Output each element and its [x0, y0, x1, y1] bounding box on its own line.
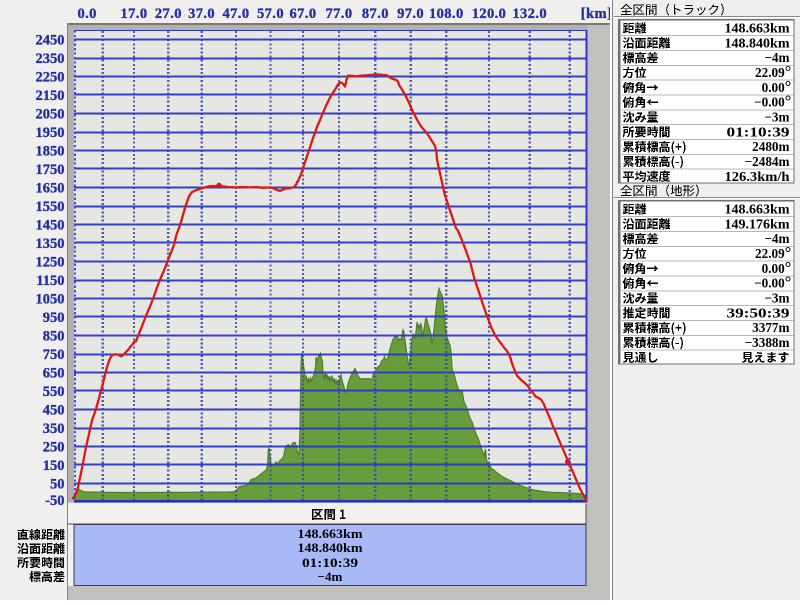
svg-text:2480m: 2480m	[752, 139, 789, 154]
svg-text:77.0: 77.0	[326, 6, 353, 22]
svg-text:1250: 1250	[36, 254, 65, 270]
svg-text:450: 450	[43, 402, 65, 418]
svg-text:148.663km: 148.663km	[725, 21, 790, 36]
svg-text:−4m: −4m	[764, 231, 789, 246]
svg-text:57.0: 57.0	[257, 6, 284, 22]
svg-text:250: 250	[43, 439, 65, 455]
svg-text:−4m: −4m	[318, 569, 343, 584]
svg-text:850: 850	[43, 328, 65, 344]
svg-text:1750: 1750	[36, 162, 65, 178]
svg-text:2250: 2250	[36, 69, 65, 85]
svg-text:−0.00°: −0.00°	[754, 273, 791, 292]
svg-text:148.663km: 148.663km	[725, 202, 790, 217]
svg-text:97.0: 97.0	[397, 6, 424, 22]
svg-text:650: 650	[43, 365, 65, 381]
svg-text:0.0: 0.0	[78, 6, 97, 22]
svg-text:−3m: −3m	[764, 291, 789, 306]
svg-text:47.0: 47.0	[223, 6, 250, 22]
svg-text:22.09°: 22.09°	[755, 62, 791, 81]
svg-text:-50: -50	[45, 493, 64, 509]
svg-text:1850: 1850	[36, 143, 65, 159]
svg-text:−3388m: −3388m	[745, 335, 790, 350]
svg-text:150: 150	[43, 458, 65, 474]
svg-text:2050: 2050	[36, 106, 65, 122]
svg-text:132.0: 132.0	[512, 6, 547, 22]
svg-text:148.663km: 148.663km	[298, 526, 363, 541]
svg-text:0.00°: 0.00°	[762, 77, 792, 96]
svg-text:550: 550	[43, 384, 65, 400]
svg-text:−0.00°: −0.00°	[754, 92, 791, 111]
svg-text:−3m: −3m	[764, 110, 789, 125]
svg-text:1150: 1150	[36, 273, 64, 289]
svg-text:750: 750	[43, 347, 65, 363]
svg-text:01:10:39: 01:10:39	[727, 124, 791, 139]
svg-text:350: 350	[43, 421, 65, 437]
svg-text:950: 950	[43, 310, 65, 326]
svg-text:1050: 1050	[36, 291, 65, 307]
svg-text:149.176km: 149.176km	[725, 216, 790, 231]
svg-text:27.0: 27.0	[155, 6, 182, 22]
svg-text:148.840km: 148.840km	[725, 35, 790, 50]
svg-text:1450: 1450	[36, 217, 65, 233]
svg-text:87.0: 87.0	[362, 6, 389, 22]
svg-text:50: 50	[50, 476, 65, 492]
svg-text:2350: 2350	[36, 51, 65, 67]
svg-text:2150: 2150	[36, 88, 65, 104]
svg-text:126.3km/h: 126.3km/h	[725, 169, 791, 184]
svg-text:01:10:39: 01:10:39	[302, 555, 359, 570]
svg-text:120.0: 120.0	[472, 6, 507, 22]
svg-text:1950: 1950	[36, 125, 65, 141]
svg-text:67.0: 67.0	[290, 6, 317, 22]
svg-text:1650: 1650	[36, 180, 65, 196]
svg-text:3377m: 3377m	[752, 320, 789, 335]
svg-text:1350: 1350	[36, 236, 65, 252]
svg-text:17.0: 17.0	[121, 6, 148, 22]
svg-text:1550: 1550	[36, 199, 65, 215]
svg-text:108.0: 108.0	[429, 6, 464, 22]
svg-text:−2484m: −2484m	[745, 154, 790, 169]
svg-text:2450: 2450	[36, 32, 65, 48]
svg-text:0.00°: 0.00°	[762, 258, 792, 277]
svg-text:22.09°: 22.09°	[755, 243, 791, 262]
svg-text:37.0: 37.0	[188, 6, 215, 22]
svg-text:39:50:39: 39:50:39	[727, 305, 791, 320]
svg-text:[km]: [km]	[581, 6, 612, 22]
svg-text:−4m: −4m	[764, 50, 789, 65]
svg-text:148.840km: 148.840km	[298, 540, 363, 555]
